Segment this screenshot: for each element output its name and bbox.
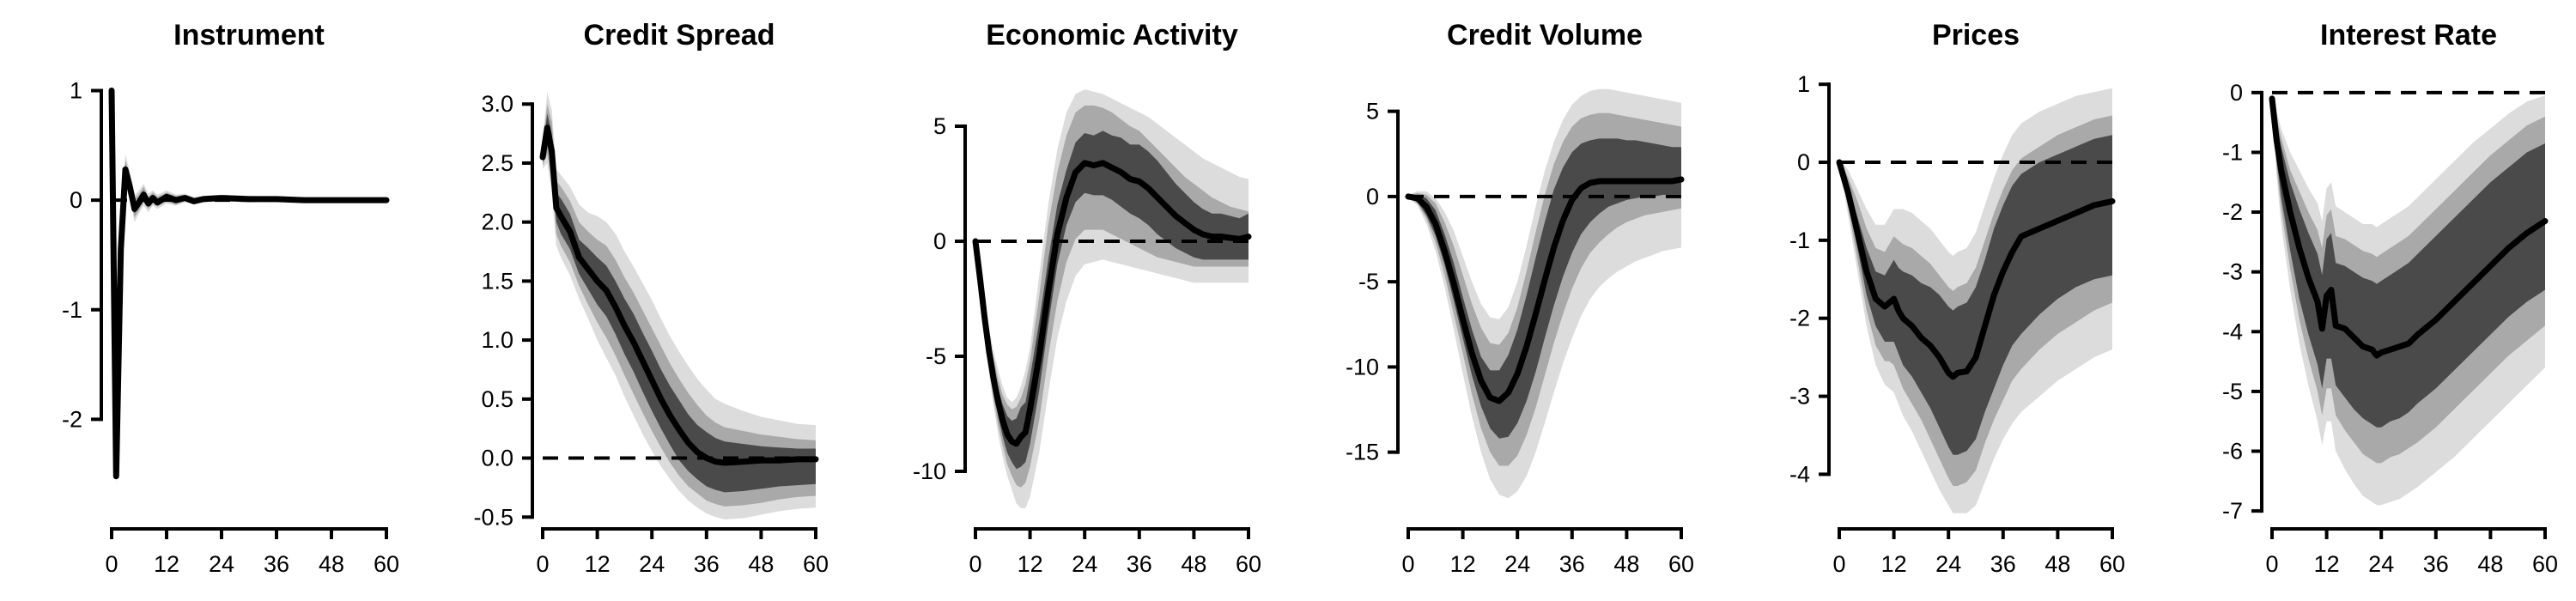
y-tick-label: 0 (2230, 80, 2243, 106)
x-tick-label: 12 (585, 551, 611, 577)
panel-title: Prices (1932, 19, 2020, 52)
x-tick-label: 48 (2044, 551, 2070, 577)
y-tick-label: -2 (62, 406, 82, 432)
y-tick-label: 2.0 (481, 209, 513, 235)
x-tick-label: 12 (1018, 551, 1043, 577)
y-tick-label: -2 (2222, 199, 2243, 225)
x-tick-label: 24 (639, 551, 665, 577)
x-tick-label: 12 (1450, 551, 1476, 577)
y-tick-label: 5 (1366, 99, 1379, 124)
y-tick-label: 5 (933, 113, 946, 139)
y-tick-label: -1 (2222, 139, 2243, 165)
y-tick-label: -4 (1789, 461, 1810, 487)
y-tick-label: -4 (2222, 319, 2243, 344)
x-tick-label: 0 (969, 551, 981, 577)
y-tick-label: -7 (2222, 498, 2243, 524)
x-tick-label: 48 (748, 551, 774, 577)
x-tick-label: 0 (1832, 551, 1845, 577)
x-tick-label: 24 (2368, 551, 2394, 577)
credible-band-1 (543, 92, 816, 519)
y-tick-label: -3 (2222, 259, 2243, 285)
x-tick-label: 24 (1504, 551, 1530, 577)
y-tick-label: -1 (1789, 228, 1810, 253)
y-tick-label: -2 (1789, 306, 1810, 331)
panel-2: Credit Spread 3.0 2.5 2.0 1.5 1.0 0.5 0.0 -0.5 0 1… (473, 19, 829, 577)
panel-title: Interest Rate (2320, 19, 2497, 52)
x-tick-label: 36 (2423, 551, 2449, 577)
impulse-response-line (1405, 176, 1685, 404)
x-tick-label: 24 (1935, 551, 1961, 577)
y-tick-label: -5 (2222, 379, 2243, 404)
y-tick-label: 0.0 (481, 446, 513, 471)
x-tick-label: 0 (105, 551, 118, 577)
credible-band-3 (975, 131, 1249, 470)
credible-band-2 (112, 87, 386, 483)
x-tick-label: 48 (2477, 551, 2503, 577)
y-tick-label: 1 (70, 78, 82, 104)
x-tick-label: 12 (1881, 551, 1907, 577)
y-tick-label: -3 (1789, 384, 1810, 410)
y-tick-label: -15 (1346, 440, 1379, 465)
y-tick-label: -10 (913, 458, 946, 484)
panel-1: Instrument 1 0 -1 -2 0 12 24 36 48 60 (62, 19, 399, 577)
x-tick-label: 12 (2314, 551, 2340, 577)
x-tick-label: 0 (2265, 551, 2278, 577)
y-tick-label: -6 (2222, 439, 2243, 464)
x-tick-label: 60 (803, 551, 829, 577)
impulse-response-line (972, 160, 1252, 447)
y-tick-label: 1.5 (481, 268, 513, 294)
y-tick-label: 1 (1797, 71, 1810, 97)
x-tick-label: 12 (154, 551, 179, 577)
y-tick-label: 0 (933, 228, 946, 254)
impulse-response-line (108, 88, 390, 480)
impulse-response-line (1836, 159, 2116, 380)
x-tick-label: 0 (1401, 551, 1414, 577)
x-tick-label: 36 (694, 551, 720, 577)
y-tick-label: 0 (1797, 149, 1810, 175)
x-tick-label: 60 (1668, 551, 1694, 577)
credible-band-3 (1839, 135, 2112, 455)
credible-band-3 (112, 88, 386, 480)
x-tick-label: 60 (1236, 551, 1261, 577)
panel-6: Interest Rate 0 -1 -2 -3 -4 -5 -6 -7 0 12 24 36 48 60 (2222, 19, 2558, 577)
x-tick-label: 60 (2532, 551, 2558, 577)
panel-3: Economic Activity 5 0 -5 -10 0 12 24 36 48 60 (913, 19, 1261, 577)
y-tick-label: -5 (926, 343, 946, 369)
panel-4: Credit Volume 5 0 -5 -10 -15 0 12 24 36 48 60 (1346, 19, 1694, 577)
x-tick-label: 48 (319, 551, 344, 577)
y-tick-label: -10 (1346, 354, 1379, 379)
x-tick-label: 60 (2099, 551, 2125, 577)
x-tick-label: 36 (1559, 551, 1585, 577)
panel-title: Credit Volume (1447, 19, 1643, 52)
panel-title: Instrument (173, 19, 325, 52)
y-tick-label: 3.0 (481, 91, 513, 117)
x-tick-label: 48 (1613, 551, 1639, 577)
y-tick-label: 2.5 (481, 150, 513, 176)
y-tick-label: -5 (1358, 269, 1379, 294)
y-tick-label: -1 (62, 297, 82, 323)
x-tick-label: 24 (1072, 551, 1097, 577)
panel-title: Economic Activity (986, 19, 1238, 52)
x-tick-label: 60 (374, 551, 399, 577)
x-tick-label: 0 (536, 551, 549, 577)
y-tick-label: -0.5 (473, 504, 513, 530)
x-tick-label: 36 (1990, 551, 2016, 577)
y-tick-label: 0.5 (481, 386, 513, 412)
x-tick-label: 48 (1181, 551, 1206, 577)
impulse-response-line (539, 124, 819, 466)
x-tick-label: 36 (1127, 551, 1152, 577)
panel-title: Credit Spread (584, 19, 775, 52)
panel-5: Prices 1 0 -1 -2 -3 -4 0 12 24 36 48 60 (1789, 19, 2125, 577)
x-tick-label: 36 (264, 551, 289, 577)
credible-band-1 (112, 86, 386, 488)
credible-band-3 (2272, 97, 2545, 428)
x-tick-label: 24 (209, 551, 234, 577)
y-tick-label: 1.0 (481, 327, 513, 353)
y-tick-label: 0 (70, 187, 82, 213)
y-tick-label: 0 (1366, 184, 1379, 209)
credible-band-3 (543, 113, 816, 493)
impulse-response-line (2269, 95, 2549, 359)
